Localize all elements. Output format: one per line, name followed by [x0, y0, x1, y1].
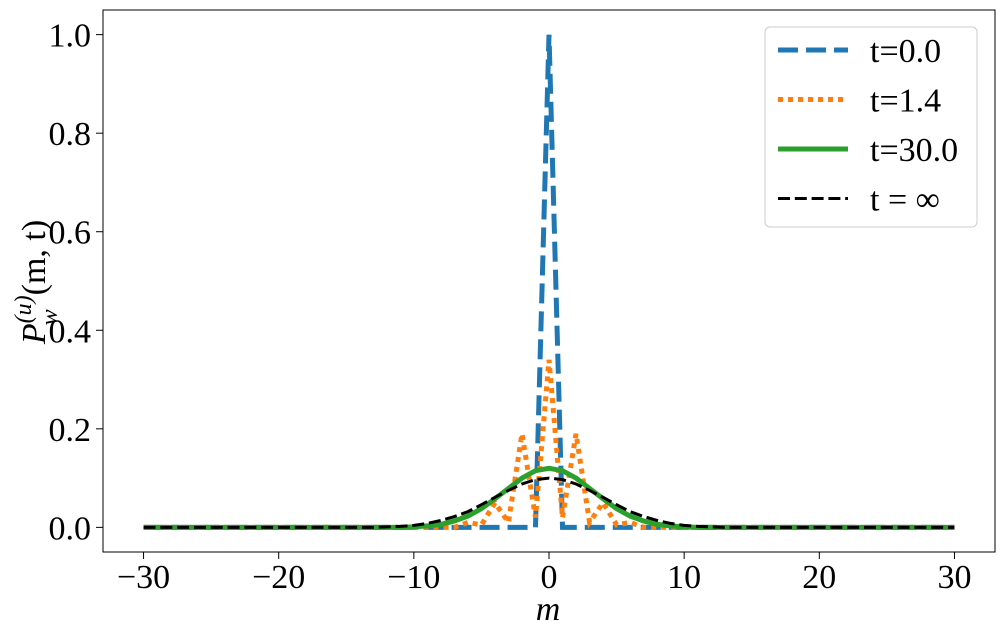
- series-line: [143, 359, 955, 530]
- x-axis-label: m: [536, 591, 561, 628]
- x-tick-label: −30: [117, 559, 170, 596]
- y-label-base: P: [16, 323, 53, 345]
- legend-label: t=0.0: [870, 33, 941, 70]
- x-tick-label: 20: [802, 559, 836, 596]
- x-tick-label: 10: [667, 559, 701, 596]
- y-axis-label: P(u)w (m, t): [11, 220, 63, 345]
- legend: t=0.0 t=1.4 t=30.0 t = ∞: [764, 26, 978, 228]
- x-tick-label: −20: [252, 559, 305, 596]
- y-label-sup: (u): [11, 295, 37, 323]
- legend-box: [764, 26, 978, 228]
- y-tick-label: 1.0: [49, 18, 92, 55]
- y-label-rest: (m, t): [16, 220, 53, 296]
- y-tick-label: 0.2: [49, 412, 92, 449]
- legend-label: t = ∞: [870, 182, 940, 219]
- x-tick-label: 0: [541, 559, 558, 596]
- y-tick-label: 0.4: [49, 313, 92, 350]
- x-tick-label: −10: [387, 559, 440, 596]
- y-tick-label: 0.8: [49, 116, 92, 153]
- y-tick-label: 0.6: [49, 215, 92, 252]
- x-tick-label: 30: [937, 559, 971, 596]
- y-tick-label: 0.0: [49, 510, 92, 547]
- y-label-sub: w: [37, 309, 63, 325]
- legend-label: t=1.4: [870, 83, 941, 120]
- series-line: [143, 476, 955, 529]
- legend-label: t=30.0: [870, 132, 958, 169]
